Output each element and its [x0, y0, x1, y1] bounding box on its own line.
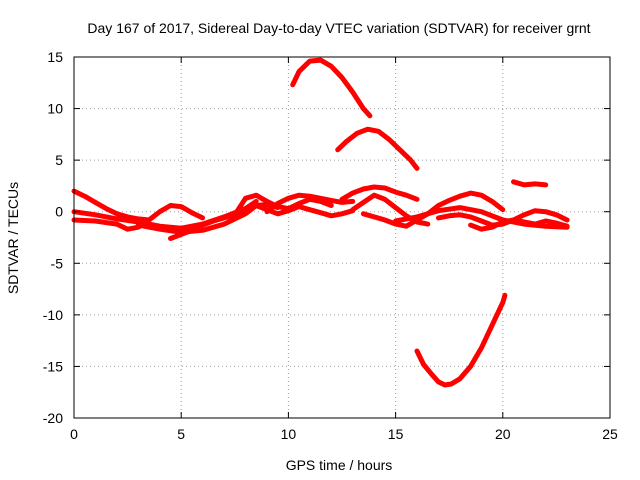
- x-tick-label: 10: [281, 426, 297, 442]
- series-line-track-18: [414, 292, 508, 388]
- plot-frame: [73, 56, 611, 419]
- x-axis-ticks: 0 5 10 15 20 25: [70, 57, 618, 442]
- series-line-track-16: [290, 57, 373, 119]
- series-line-track-4: [135, 202, 281, 235]
- y-tick-label: -20: [43, 410, 63, 426]
- y-axis-ticks: -20 -15 -10 -5 0 5 10 15: [43, 49, 610, 426]
- x-axis-label: GPS time / hours: [286, 457, 393, 473]
- y-tick-label: 0: [55, 204, 63, 220]
- x-tick-label: 5: [177, 426, 185, 442]
- y-tick-label: 10: [47, 101, 63, 117]
- series-line-track-3: [71, 203, 206, 232]
- y-axis-label: SDTVAR / TECUs: [5, 182, 21, 294]
- grid: [74, 57, 610, 418]
- series-line-track-8: [253, 203, 356, 219]
- chart-title: Day 167 of 2017, Sidereal Day-to-day VTE…: [87, 20, 590, 36]
- series-line-track-17: [335, 126, 420, 171]
- series-line-track-14: [468, 217, 570, 232]
- series-line-track-6: [232, 192, 334, 218]
- y-tick-label: 15: [47, 49, 63, 65]
- y-tick-label: 5: [55, 152, 63, 168]
- x-tick-label: 15: [388, 426, 404, 442]
- series-line-track-9: [339, 184, 420, 202]
- series-line-track-1: [71, 188, 152, 223]
- x-tick-label: 25: [602, 426, 618, 442]
- series-line-track-7: [264, 192, 356, 215]
- x-tick-label: 0: [70, 426, 78, 442]
- x-tick-label: 20: [495, 426, 511, 442]
- y-tick-label: -5: [51, 255, 64, 271]
- y-tick-label: -15: [43, 358, 63, 374]
- y-tick-label: -10: [43, 307, 63, 323]
- series-line-track-15: [511, 179, 549, 188]
- series-group: [71, 57, 570, 388]
